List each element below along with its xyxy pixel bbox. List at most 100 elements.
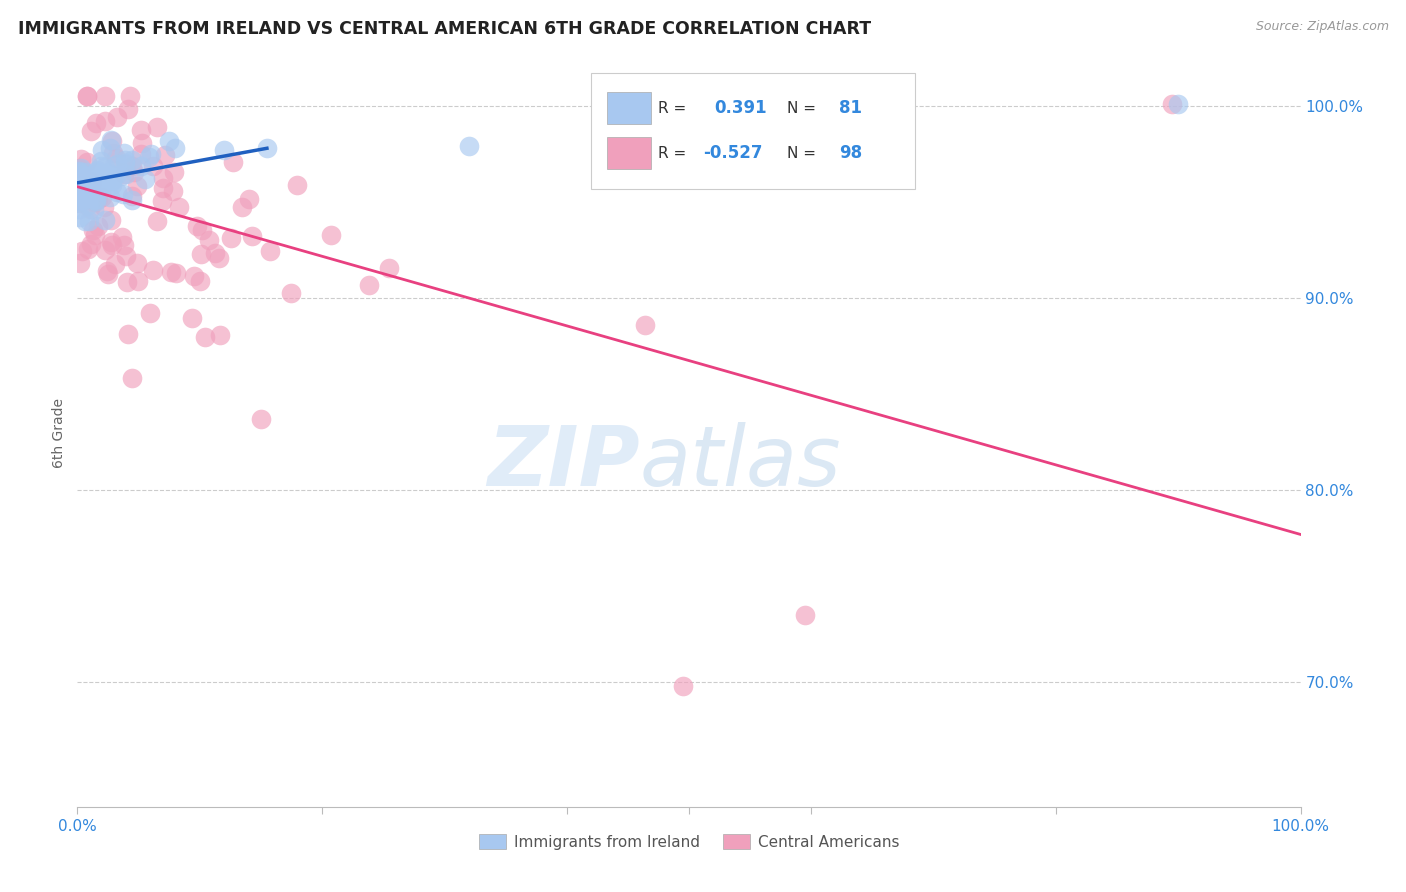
- Point: [70, 244, 93, 258]
- Point: [114, 153, 136, 168]
- Point: [240, 228, 263, 243]
- Point: [84, 167, 107, 181]
- Point: [90, 159, 112, 173]
- Y-axis label: 6th Grade: 6th Grade: [52, 398, 66, 467]
- Point: [77, 186, 100, 201]
- Point: [69, 175, 91, 189]
- Point: [67, 194, 90, 208]
- Point: [212, 143, 235, 157]
- Point: [86, 194, 108, 208]
- Text: IMMIGRANTS FROM IRELAND VS CENTRAL AMERICAN 6TH GRADE CORRELATION CHART: IMMIGRANTS FROM IRELAND VS CENTRAL AMERI…: [18, 20, 872, 37]
- Point: [87, 219, 110, 233]
- Point: [160, 264, 183, 278]
- Text: R =: R =: [658, 101, 686, 116]
- Point: [90, 153, 112, 168]
- Point: [80, 174, 103, 188]
- Point: [142, 159, 165, 173]
- Point: [165, 141, 187, 155]
- Point: [82, 223, 104, 237]
- Point: [146, 120, 169, 134]
- Point: [100, 135, 122, 149]
- Point: [163, 165, 186, 179]
- Point: [377, 261, 399, 276]
- Point: [79, 178, 101, 193]
- Point: [204, 246, 226, 260]
- Point: [125, 178, 148, 193]
- Point: [190, 247, 212, 261]
- Point: [82, 176, 104, 190]
- Point: [105, 151, 128, 165]
- Point: [181, 311, 204, 326]
- Point: [101, 173, 124, 187]
- Point: [67, 161, 90, 175]
- Point: [70, 181, 93, 195]
- Point: [121, 159, 143, 173]
- Point: [83, 194, 105, 209]
- Point: [118, 89, 141, 103]
- Point: [72, 187, 94, 202]
- Point: [117, 326, 139, 341]
- Point: [105, 185, 128, 199]
- Point: [67, 173, 90, 187]
- Point: [672, 679, 695, 693]
- Point: [150, 194, 173, 209]
- Point: [70, 153, 93, 167]
- Text: N =: N =: [787, 101, 815, 116]
- Point: [112, 237, 135, 252]
- Point: [219, 231, 242, 245]
- Point: [105, 110, 128, 124]
- Point: [110, 169, 132, 183]
- Text: 0.391: 0.391: [714, 99, 768, 117]
- Point: [129, 122, 152, 136]
- Point: [83, 202, 105, 217]
- Point: [259, 244, 281, 258]
- Point: [238, 192, 260, 206]
- Text: atlas: atlas: [640, 422, 842, 503]
- Point: [101, 146, 124, 161]
- Point: [111, 230, 134, 244]
- Point: [70, 171, 93, 186]
- Point: [67, 202, 90, 217]
- Point: [89, 172, 111, 186]
- Point: [67, 164, 90, 178]
- Point: [114, 167, 136, 181]
- Point: [321, 227, 343, 242]
- Point: [97, 267, 120, 281]
- Point: [100, 238, 122, 252]
- Point: [77, 242, 100, 256]
- FancyBboxPatch shape: [591, 73, 915, 189]
- Text: R =: R =: [658, 145, 686, 161]
- Text: 81: 81: [839, 99, 862, 117]
- Point: [80, 124, 103, 138]
- Point: [67, 171, 90, 186]
- Point: [105, 169, 128, 183]
- Point: [83, 193, 105, 207]
- Point: [76, 155, 98, 169]
- Point: [98, 190, 121, 204]
- Point: [84, 192, 107, 206]
- Point: [131, 159, 153, 173]
- Point: [188, 274, 211, 288]
- Point: [70, 174, 93, 188]
- Point: [96, 264, 118, 278]
- Point: [69, 161, 91, 175]
- Point: [231, 200, 253, 214]
- Point: [194, 330, 217, 344]
- Point: [111, 187, 134, 202]
- Point: [131, 136, 153, 150]
- Point: [84, 116, 107, 130]
- Point: [84, 179, 107, 194]
- Point: [80, 169, 103, 184]
- Point: [129, 147, 152, 161]
- Point: [121, 193, 143, 207]
- Point: [122, 165, 145, 179]
- Point: [77, 198, 100, 212]
- Point: [73, 214, 96, 228]
- Point: [76, 89, 98, 103]
- Point: [84, 175, 107, 189]
- Point: [100, 213, 122, 227]
- Point: [67, 194, 90, 208]
- Point: [115, 157, 138, 171]
- Point: [165, 266, 187, 280]
- Text: ZIP: ZIP: [488, 422, 640, 503]
